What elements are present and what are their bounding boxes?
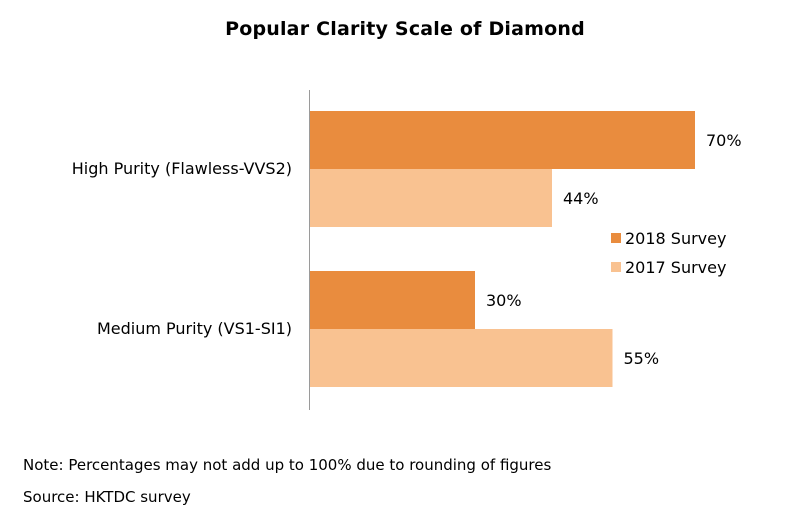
bars-layer xyxy=(310,111,695,387)
category-label: High Purity (Flawless-VVS2) xyxy=(72,159,292,178)
category-label: Medium Purity (VS1-SI1) xyxy=(97,319,292,338)
legend-label: 2017 Survey xyxy=(625,258,726,277)
data-label: 55% xyxy=(624,349,660,368)
legend-swatch xyxy=(611,262,621,272)
bar-chart: High Purity (Flawless-VVS2) 70% 44% Medium … xyxy=(72,90,742,410)
data-label: 70% xyxy=(706,131,742,150)
legend-swatch xyxy=(611,233,621,243)
footnote-note: Note: Percentages may not add up to 100%… xyxy=(23,456,552,474)
bar-2017-high-purity xyxy=(310,169,552,227)
bar-2017-medium-purity xyxy=(310,329,613,387)
data-label: 30% xyxy=(486,291,522,310)
labels-layer: High Purity (Flawless-VVS2) 70% 44% Medium … xyxy=(72,131,742,368)
legend-label: 2018 Survey xyxy=(625,229,726,248)
footnote-source: Source: HKTDC survey xyxy=(23,488,191,506)
chart-title: Popular Clarity Scale of Diamond xyxy=(225,18,585,40)
legend: 2018 Survey 2017 Survey xyxy=(611,229,726,277)
data-label: 44% xyxy=(563,189,599,208)
bar-2018-high-purity xyxy=(310,111,695,169)
bar-2018-medium-purity xyxy=(310,271,475,329)
